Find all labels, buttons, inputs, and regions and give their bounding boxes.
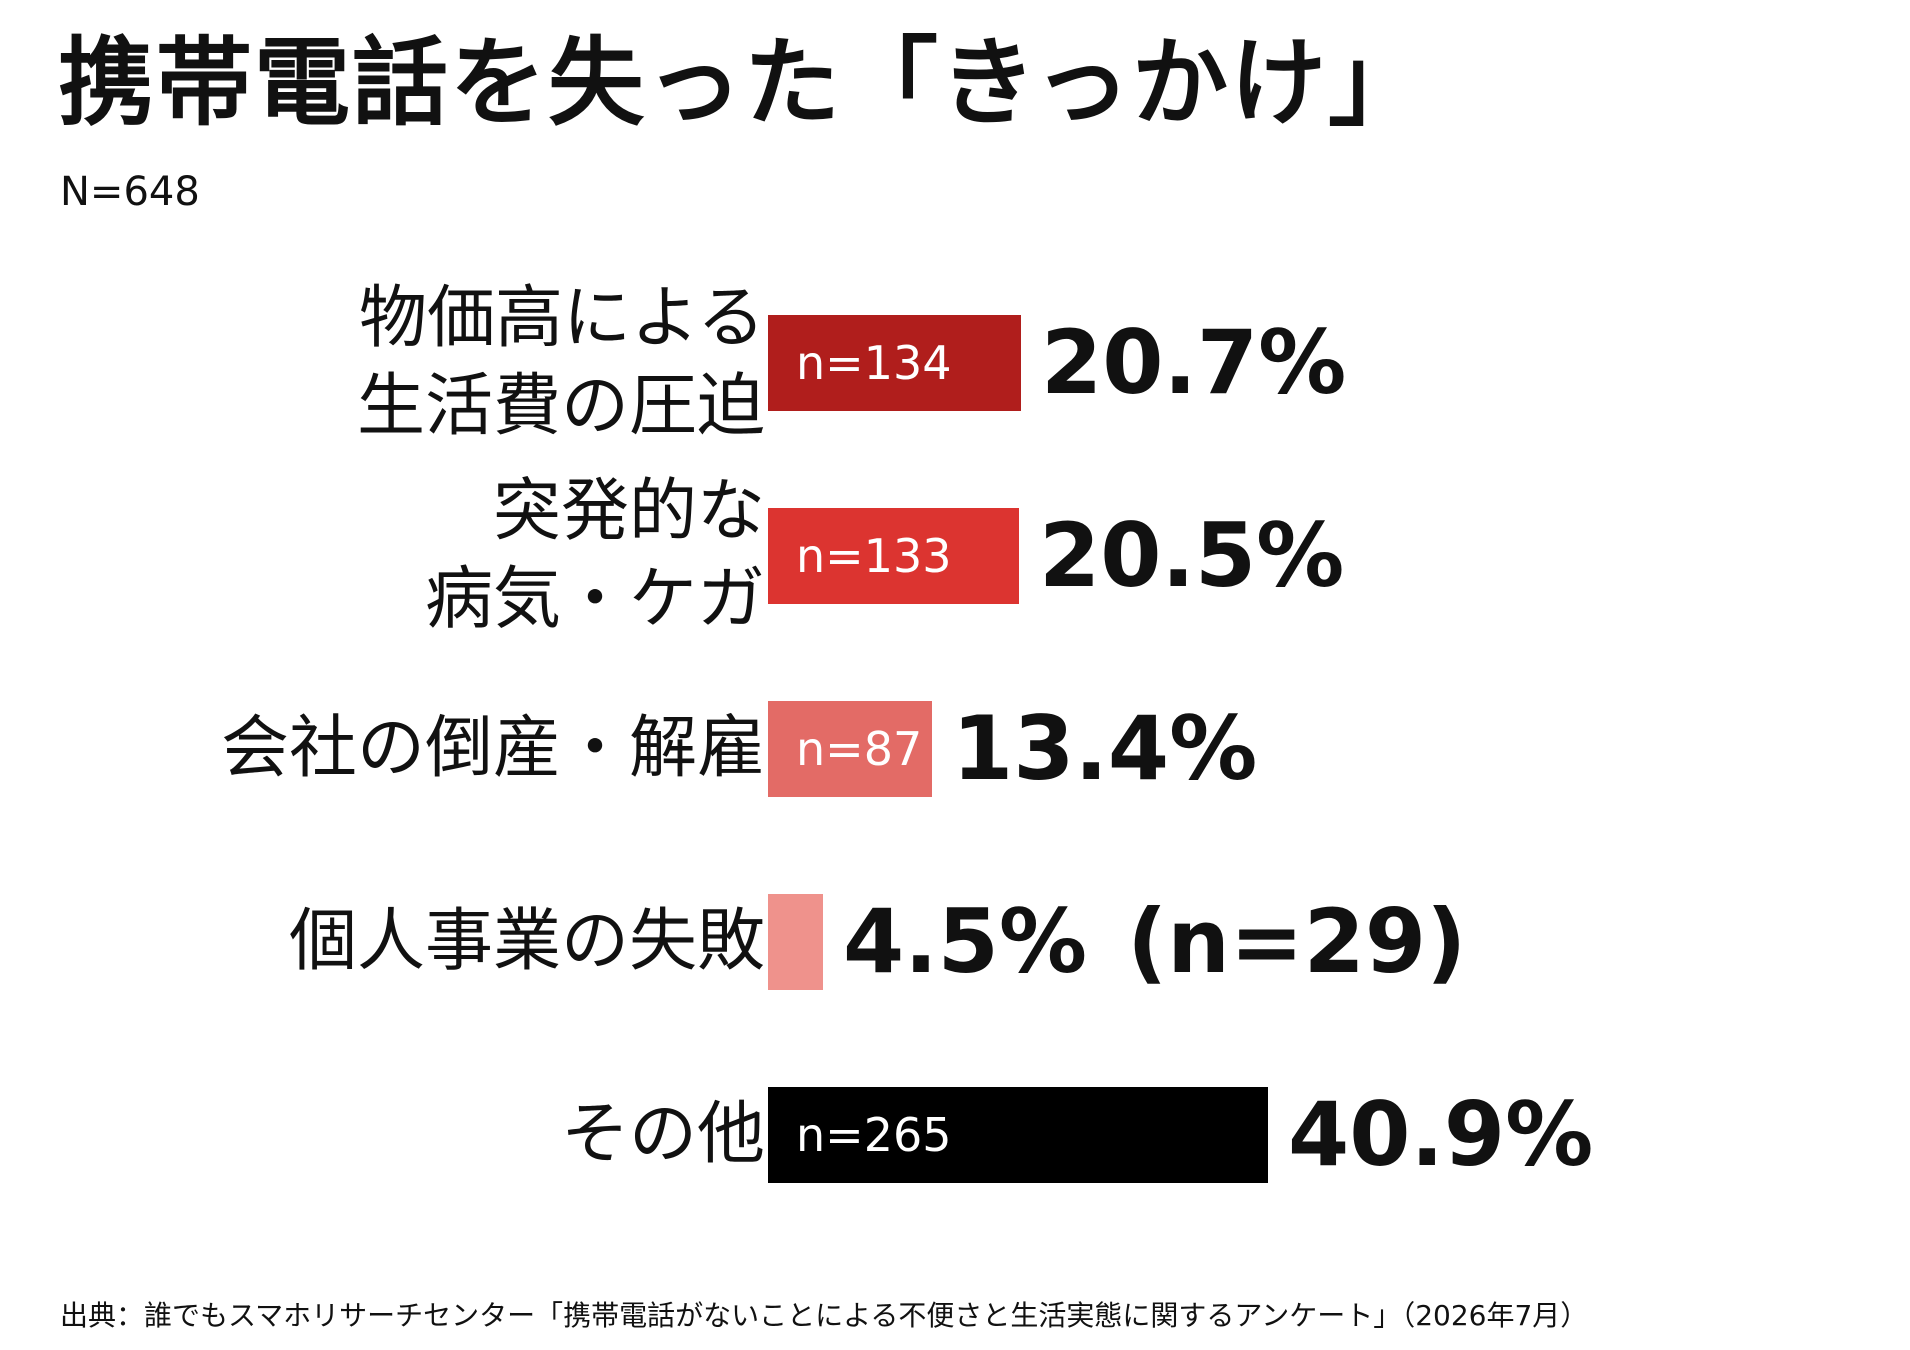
value-label: 40.9% <box>1288 1040 1593 1230</box>
category-label-line: その他 <box>560 1094 765 1174</box>
bar-count-label: n=134 <box>796 336 952 390</box>
category-label: その他 <box>561 1040 765 1230</box>
bar-count-label: n=265 <box>796 1108 952 1162</box>
category-label-line: 突発的な <box>492 471 765 551</box>
value-label-text: 40.9% <box>1288 1083 1594 1186</box>
bar-count-label: n=87 <box>796 722 923 776</box>
outside-count-label: (n=29) <box>1127 890 1467 993</box>
value-label-text: 13.4% <box>952 697 1258 800</box>
value-label: 20.5% <box>1039 461 1344 651</box>
category-label: 会社の倒産・解雇 <box>221 654 765 844</box>
chart-row: 物価高による 生活費の圧迫 n=134 20.7% <box>0 268 1910 458</box>
value-label: 4.5% (n=29) <box>843 847 1466 1037</box>
category-label-line: 病気・ケガ <box>424 560 765 639</box>
category-label-line: 個人事業の失敗 <box>288 901 765 981</box>
chart-row: その他 n=265 40.9% <box>0 1040 1910 1230</box>
bar: n=134 <box>768 315 1021 411</box>
bar <box>768 894 823 990</box>
chart-row: 突発的な病気・ケガ n=133 20.5% <box>0 461 1910 651</box>
value-label: 13.4% <box>952 654 1257 844</box>
category-label: 突発的な病気・ケガ <box>425 461 765 651</box>
source-note: 出典：誰でもスマホリサーチセンター「携帯電話がないことによる不便さと生活実態に関… <box>60 1299 1589 1332</box>
chart-row: 会社の倒産・解雇 n=87 13.4% <box>0 654 1910 844</box>
page-title: 携帯電話を失った「きっかけ」 <box>58 27 1427 139</box>
category-label-line: 会社の倒産・解雇 <box>220 708 765 788</box>
bar-count-label: n=133 <box>796 529 952 583</box>
category-label-line: 生活費の圧迫 <box>356 367 765 446</box>
value-label-text: 20.5% <box>1039 504 1345 607</box>
category-label: 物価高による 生活費の圧迫 <box>357 268 765 458</box>
value-label: 20.7% <box>1041 268 1346 458</box>
value-label-text: 20.7% <box>1041 311 1347 414</box>
sample-size: N=648 <box>60 169 200 215</box>
category-label: 個人事業の失敗 <box>289 847 765 1037</box>
bar: n=265 <box>768 1087 1268 1183</box>
chart-row: 個人事業の失敗 4.5% (n=29) <box>0 847 1910 1037</box>
category-label-line: 物価高による <box>359 278 765 358</box>
bar: n=87 <box>768 701 932 797</box>
value-label-text: 4.5% <box>843 890 1088 993</box>
bar: n=133 <box>768 508 1019 604</box>
